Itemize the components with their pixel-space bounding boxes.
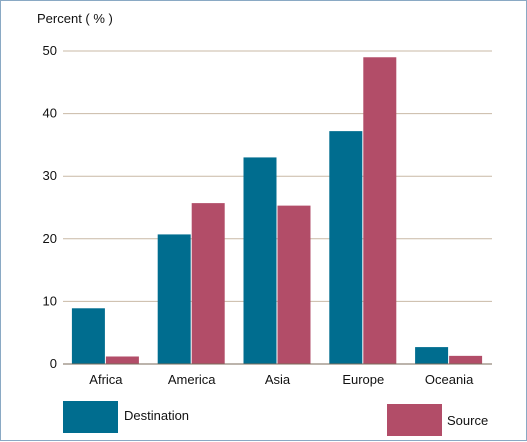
legend-label-source: Source <box>447 413 488 428</box>
x-tick-label: Europe <box>342 372 384 387</box>
y-tick-label: 30 <box>43 168 57 183</box>
y-tick-labels: 0 10 20 30 40 50 <box>43 43 57 371</box>
bar-source-oceania <box>449 355 483 364</box>
bar-destination-america <box>157 234 191 364</box>
x-tick-label: Oceania <box>425 372 474 387</box>
x-tick-label: Asia <box>265 372 291 387</box>
y-tick-label: 50 <box>43 43 57 58</box>
x-tick-labels: Africa America Asia Europe Oceania <box>89 372 474 387</box>
gridlines <box>63 50 492 302</box>
bar-source-america <box>191 203 225 364</box>
x-tick-label: America <box>168 372 216 387</box>
y-axis-label: Percent ( % ) <box>37 11 113 26</box>
bar-source-africa <box>105 356 139 364</box>
bar-destination-asia <box>243 157 277 364</box>
y-tick-label: 20 <box>43 231 57 246</box>
bar-source-asia <box>277 205 311 364</box>
legend-label-destination: Destination <box>124 408 189 423</box>
legend-swatch-destination <box>63 401 118 433</box>
bars <box>71 57 483 364</box>
bar-destination-africa <box>71 308 105 364</box>
bar-source-europe <box>363 57 397 364</box>
x-tick-label: Africa <box>89 372 123 387</box>
bar-destination-oceania <box>415 347 449 364</box>
bar-destination-europe <box>329 131 363 364</box>
y-tick-label: 10 <box>43 293 57 308</box>
y-tick-label: 0 <box>50 356 57 371</box>
legend: Destination Source <box>63 401 488 436</box>
legend-swatch-source <box>387 404 442 436</box>
y-tick-label: 40 <box>43 106 57 121</box>
